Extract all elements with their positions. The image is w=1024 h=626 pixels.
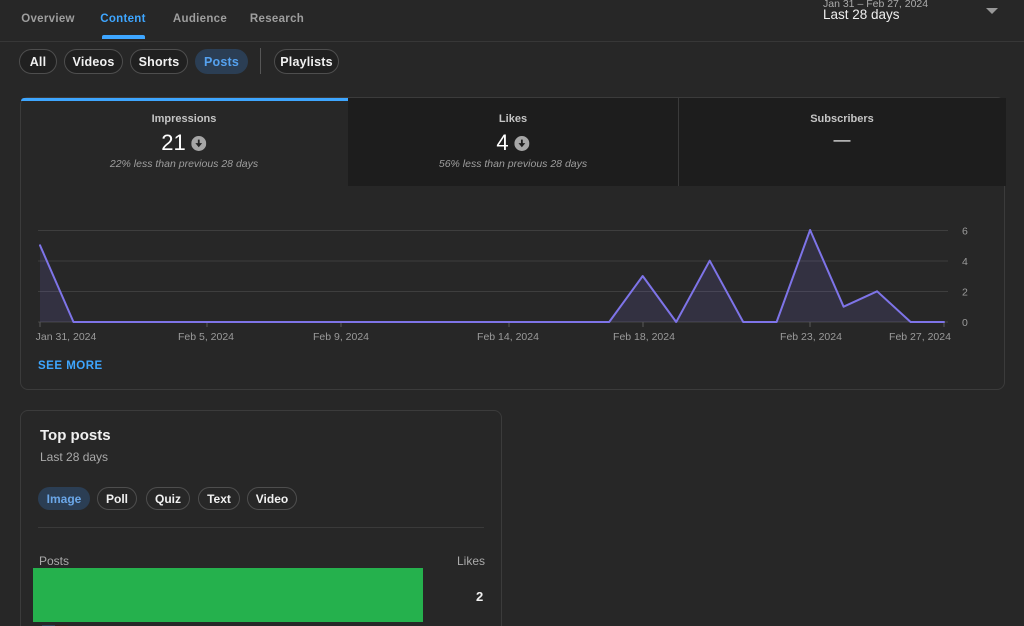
svg-text:Feb 18, 2024: Feb 18, 2024	[613, 331, 675, 343]
svg-text:4: 4	[962, 256, 968, 268]
svg-text:Feb 23, 2024: Feb 23, 2024	[780, 331, 842, 343]
svg-text:Feb 14, 2024: Feb 14, 2024	[477, 331, 539, 343]
svg-text:Jan 31, 2024: Jan 31, 2024	[36, 331, 97, 343]
svg-text:Feb 27, 2024: Feb 27, 2024	[889, 331, 951, 343]
svg-text:6: 6	[962, 226, 968, 238]
svg-text:0: 0	[962, 317, 968, 329]
svg-text:2: 2	[962, 287, 968, 299]
svg-text:Feb 9, 2024: Feb 9, 2024	[313, 331, 369, 343]
svg-text:Feb 5, 2024: Feb 5, 2024	[178, 331, 234, 343]
